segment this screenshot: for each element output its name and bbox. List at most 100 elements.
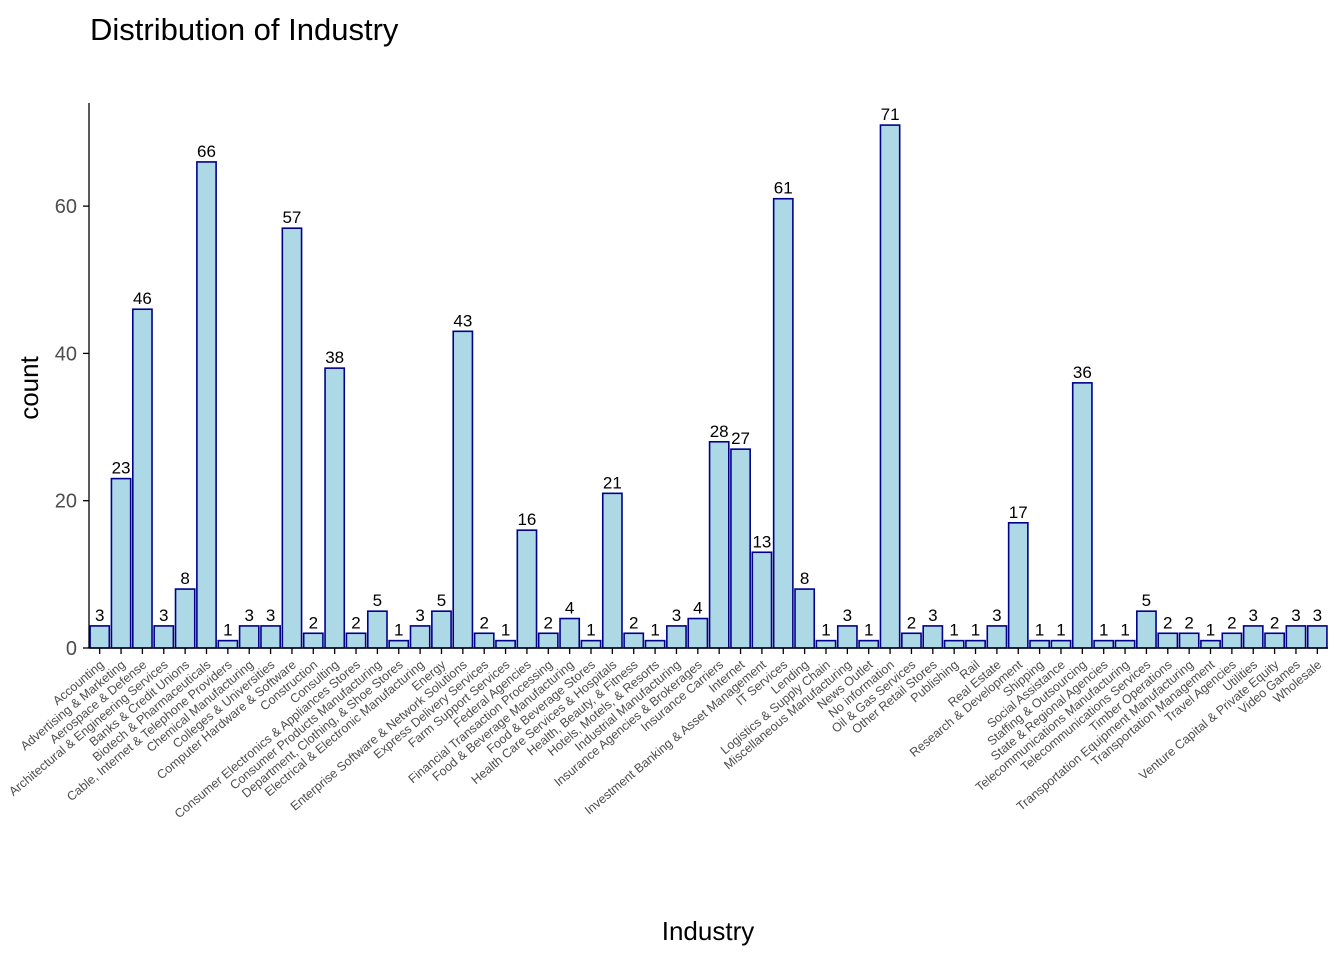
bar (473, 632, 495, 649)
bar-value-label: 23 (112, 459, 131, 478)
bar-value-label: 1 (1099, 621, 1108, 640)
bar-value-label: 2 (479, 613, 488, 632)
bar-value-label: 3 (1291, 606, 1300, 625)
bar-value-label: 5 (373, 591, 382, 610)
bar-value-label: 2 (351, 613, 360, 632)
bar-value-label: 66 (197, 142, 216, 161)
bar (644, 639, 666, 649)
bar-value-label: 2 (907, 613, 916, 632)
bar (1178, 632, 1200, 649)
y-axis: 0 20 40 60 (55, 103, 90, 660)
bar (1029, 639, 1051, 649)
bar-value-label: 1 (650, 621, 659, 640)
bar-value-label: 1 (1035, 621, 1044, 640)
bar (815, 639, 837, 649)
bar (537, 632, 559, 649)
bar (965, 639, 986, 649)
bar-value-label: 3 (244, 606, 253, 625)
bar-value-label: 1 (1206, 621, 1215, 640)
bar-value-label: 1 (1056, 621, 1065, 640)
bar (217, 639, 239, 649)
bar (772, 197, 794, 649)
bar (366, 610, 388, 649)
bar (388, 639, 410, 649)
y-axis-title: count (14, 355, 44, 419)
bar-value-label: 28 (710, 422, 729, 441)
bar-value-label: 36 (1073, 363, 1092, 382)
bar (901, 632, 922, 649)
bar (601, 492, 623, 649)
bar (1114, 639, 1136, 649)
bar (409, 625, 431, 649)
bar-value-label: 2 (1163, 613, 1172, 632)
bar (1157, 632, 1179, 649)
x-axis-title: Industry (662, 916, 755, 946)
bar (431, 610, 452, 649)
bar-value-label: 3 (266, 606, 275, 625)
y-tick-label: 60 (55, 196, 77, 218)
bar (1007, 521, 1029, 649)
bar-value-label: 3 (1313, 606, 1322, 625)
bar-value-label: 3 (415, 606, 424, 625)
bar-value-label: 61 (774, 179, 793, 198)
bar (1093, 639, 1115, 649)
bar-value-label: 3 (159, 606, 168, 625)
bar-value-label: 8 (180, 569, 189, 588)
bar-value-label: 1 (223, 621, 232, 640)
y-tick-label: 20 (55, 491, 77, 513)
bar-value-label: 4 (565, 599, 574, 618)
bar-value-label: 2 (309, 613, 318, 632)
bar-value-label: 1 (821, 621, 830, 640)
bar (516, 529, 538, 649)
bar (858, 639, 880, 649)
bar (1200, 639, 1221, 649)
bar (324, 367, 346, 649)
bar (174, 588, 196, 649)
bar (666, 625, 687, 649)
bar (794, 588, 816, 649)
bar-value-label: 1 (586, 621, 595, 640)
bar (153, 625, 175, 649)
bar-value-label: 57 (282, 208, 301, 227)
bar-value-label: 3 (843, 606, 852, 625)
bar (1050, 639, 1072, 649)
bar (1285, 625, 1307, 649)
bar (345, 632, 367, 649)
bar (238, 625, 260, 649)
bar (1136, 610, 1157, 649)
bar (922, 625, 944, 649)
bar (879, 124, 901, 649)
bar (131, 308, 153, 649)
bar-value-label: 3 (95, 606, 104, 625)
bar-value-label: 1 (864, 621, 873, 640)
bar-value-label: 2 (629, 613, 638, 632)
bar (1242, 625, 1264, 649)
bar (751, 551, 773, 649)
bar (89, 625, 111, 649)
bar (196, 161, 217, 649)
bar (836, 625, 858, 649)
bar-value-label: 2 (544, 613, 553, 632)
chart-title: Distribution of Industry (90, 12, 399, 47)
bar (708, 440, 730, 649)
bar-value-label: 1 (501, 621, 510, 640)
bar (730, 448, 751, 649)
bar-value-label: 17 (1009, 503, 1028, 522)
bar (687, 617, 709, 649)
bar-value-label: 1 (1120, 621, 1129, 640)
bar-value-label: 5 (1142, 591, 1151, 610)
bar-value-label: 1 (949, 621, 958, 640)
bar (1264, 632, 1286, 649)
bar-value-label: 3 (928, 606, 937, 625)
bar-value-label: 2 (1270, 613, 1279, 632)
bar-value-label: 13 (752, 532, 771, 551)
y-tick-label: 0 (66, 638, 77, 660)
bar-value-label: 1 (971, 621, 980, 640)
bar-value-label: 2 (1227, 613, 1236, 632)
bar (260, 625, 281, 649)
bar-value-label: 4 (693, 599, 702, 618)
bar-value-label: 8 (800, 569, 809, 588)
